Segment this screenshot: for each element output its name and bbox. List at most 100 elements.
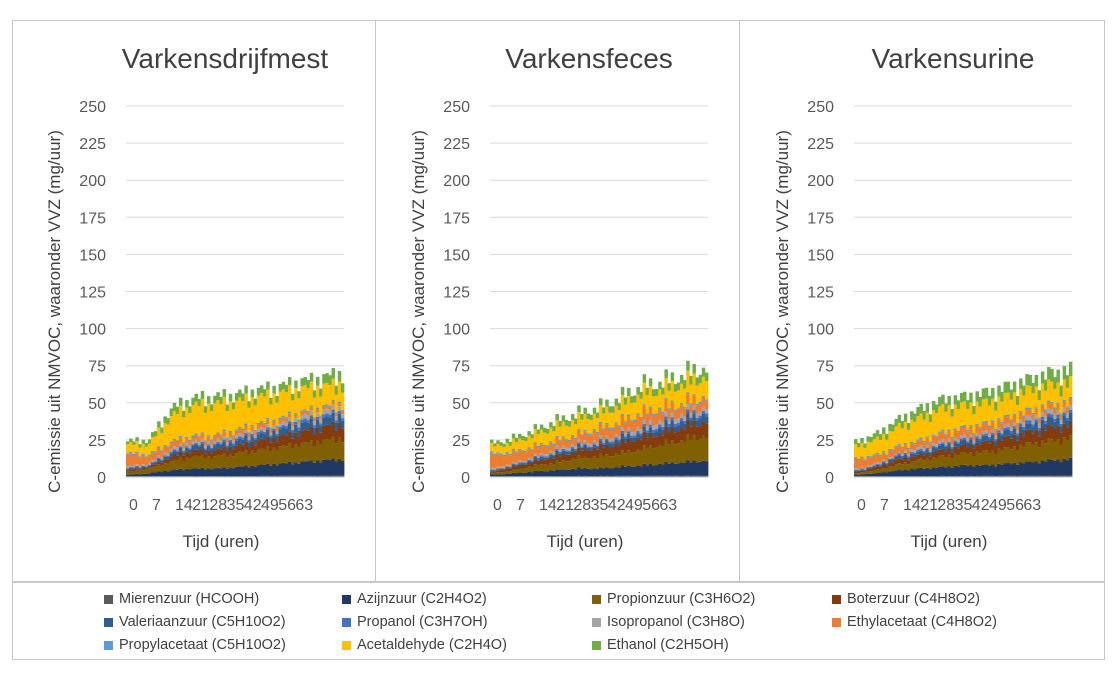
bar-azijnzuur-c2h4o2 bbox=[673, 463, 678, 476]
bar-propanol-c3h7oh bbox=[580, 446, 584, 448]
bar-propylacetaat-c5h10o2 bbox=[642, 404, 647, 406]
bar-boterzuur-c4h8o2 bbox=[661, 435, 665, 447]
bar-acetaldehyde-c2h4o bbox=[605, 406, 609, 423]
bar-acetaldehyde-c2h4o bbox=[885, 439, 889, 455]
bar-valeriaanzuur-c5h10o2 bbox=[639, 435, 643, 440]
bar-azijnzuur-c2h4o2 bbox=[1015, 464, 1020, 476]
bar-propionzuur-c3h6o2 bbox=[938, 455, 942, 467]
bar-isopropanol-c3h8o bbox=[291, 426, 295, 431]
bar-ethanol-c2h5oh bbox=[953, 395, 958, 405]
bar-ethanol-c2h5oh bbox=[331, 368, 336, 379]
bar-azijnzuur-c2h4o2 bbox=[129, 474, 133, 477]
bar-azijnzuur-c2h4o2 bbox=[147, 473, 152, 477]
bar-ethanol-c2h5oh bbox=[676, 382, 681, 391]
bar-propylacetaat-c5h10o2 bbox=[178, 435, 183, 438]
bar-propanol-c3h7oh bbox=[166, 455, 170, 458]
bar-ethylacetaat-c4h8o2 bbox=[266, 419, 270, 425]
bar-propanol-c3h7oh bbox=[701, 410, 706, 414]
y-tick-label: 200 bbox=[443, 173, 470, 190]
bar-ethanol-c2h5oh bbox=[191, 397, 195, 406]
x-tick-label: 7 bbox=[880, 497, 889, 514]
bar-propionzuur-c3h6o2 bbox=[602, 456, 606, 469]
bar-isopropanol-c3h8o bbox=[244, 429, 248, 434]
bar-ethanol-c2h5oh bbox=[857, 442, 861, 448]
bar-isopropanol-c3h8o bbox=[552, 451, 556, 455]
bar-azijnzuur-c2h4o2 bbox=[135, 473, 139, 477]
bar-propanol-c3h7oh bbox=[216, 441, 220, 444]
bar-isopropanol-c3h8o bbox=[673, 419, 678, 424]
bar-acetaldehyde-c2h4o bbox=[670, 380, 675, 401]
legend-swatch bbox=[592, 617, 601, 627]
bar-ethylacetaat-c4h8o2 bbox=[1019, 412, 1023, 420]
bar-isopropanol-c3h8o bbox=[679, 413, 684, 419]
bar-isopropanol-c3h8o bbox=[981, 431, 986, 435]
bar-isopropanol-c3h8o bbox=[577, 438, 581, 443]
bar-propylacetaat-c5h10o2 bbox=[950, 436, 955, 439]
bar-propionzuur-c3h6o2 bbox=[496, 472, 500, 475]
bar-propionzuur-c3h6o2 bbox=[294, 444, 298, 463]
legend-swatch bbox=[104, 640, 113, 650]
bar-ethylacetaat-c4h8o2 bbox=[664, 399, 668, 412]
bar-propylacetaat-c5h10o2 bbox=[670, 400, 675, 403]
bar-azijnzuur-c2h4o2 bbox=[857, 474, 861, 477]
bar-valeriaanzuur-c5h10o2 bbox=[934, 448, 939, 453]
bar-propylacetaat-c5h10o2 bbox=[1040, 404, 1045, 406]
x-tick-label: 21 bbox=[556, 497, 574, 514]
bar-isopropanol-c3h8o bbox=[922, 448, 927, 452]
bar-boterzuur-c4h8o2 bbox=[508, 468, 513, 472]
bar-azijnzuur-c2h4o2 bbox=[878, 473, 883, 477]
bar-mierenzuur-hcooh bbox=[1012, 475, 1017, 477]
bar-ethanol-c2h5oh bbox=[944, 403, 948, 412]
bar-propanol-c3h7oh bbox=[259, 430, 264, 433]
bar-valeriaanzuur-c5h10o2 bbox=[228, 442, 233, 447]
bar-ethylacetaat-c4h8o2 bbox=[655, 414, 659, 425]
bar-ethylacetaat-c4h8o2 bbox=[138, 457, 142, 467]
bar-ethylacetaat-c4h8o2 bbox=[244, 425, 248, 430]
bar-isopropanol-c3h8o bbox=[592, 440, 597, 444]
bar-propanol-c3h7oh bbox=[897, 453, 902, 456]
bar-propylacetaat-c5h10o2 bbox=[150, 451, 155, 453]
bar-propylacetaat-c5h10o2 bbox=[891, 449, 895, 451]
bar-mierenzuur-hcooh bbox=[287, 475, 292, 477]
bar-valeriaanzuur-c5h10o2 bbox=[903, 454, 908, 458]
bar-acetaldehyde-c2h4o bbox=[126, 444, 130, 454]
legend-label: Azijnzuur (C2H4O2) bbox=[357, 591, 487, 607]
bar-azijnzuur-c2h4o2 bbox=[679, 462, 684, 476]
bar-azijnzuur-c2h4o2 bbox=[863, 474, 867, 477]
bar-valeriaanzuur-c5h10o2 bbox=[941, 443, 945, 449]
bar-isopropanol-c3h8o bbox=[278, 423, 283, 427]
bar-ethylacetaat-c4h8o2 bbox=[564, 440, 569, 448]
bar-valeriaanzuur-c5h10o2 bbox=[567, 452, 572, 455]
bar-mierenzuur-hcooh bbox=[651, 475, 656, 477]
bar-acetaldehyde-c2h4o bbox=[922, 419, 927, 441]
bar-azijnzuur-c2h4o2 bbox=[574, 469, 578, 477]
bar-ethylacetaat-c4h8o2 bbox=[182, 443, 186, 449]
bar-azijnzuur-c2h4o2 bbox=[683, 462, 687, 476]
bar-mierenzuur-hcooh bbox=[981, 475, 986, 477]
bar-valeriaanzuur-c5h10o2 bbox=[150, 463, 155, 465]
bar-acetaldehyde-c2h4o bbox=[244, 393, 248, 424]
bar-azijnzuur-c2h4o2 bbox=[225, 468, 230, 477]
chart-title: Varkensurine bbox=[872, 43, 1035, 74]
bar-boterzuur-c4h8o2 bbox=[1040, 427, 1045, 441]
bar-propylacetaat-c5h10o2 bbox=[546, 445, 550, 447]
bar-propionzuur-c3h6o2 bbox=[580, 458, 584, 469]
bar-propionzuur-c3h6o2 bbox=[925, 457, 930, 468]
bar-ethanol-c2h5oh bbox=[645, 387, 650, 396]
bar-acetaldehyde-c2h4o bbox=[169, 416, 174, 442]
bar-azijnzuur-c2h4o2 bbox=[312, 462, 317, 476]
bar-propionzuur-c3h6o2 bbox=[595, 458, 600, 470]
bar-azijnzuur-c2h4o2 bbox=[648, 463, 653, 476]
bar-acetaldehyde-c2h4o bbox=[695, 385, 700, 404]
bar-acetaldehyde-c2h4o bbox=[888, 430, 892, 449]
bar-azijnzuur-c2h4o2 bbox=[259, 464, 264, 476]
bar-boterzuur-c4h8o2 bbox=[505, 468, 510, 471]
bar-boterzuur-c4h8o2 bbox=[617, 445, 622, 456]
legend-item-ethylacetaat-c4h8o2: Ethylacetaat (C4H8O2) bbox=[832, 612, 997, 632]
x-tick-label: 28 bbox=[573, 497, 591, 514]
bar-boterzuur-c4h8o2 bbox=[281, 434, 286, 446]
bar-propylacetaat-c5h10o2 bbox=[981, 421, 986, 424]
bar-acetaldehyde-c2h4o bbox=[203, 412, 208, 441]
bar-ethylacetaat-c4h8o2 bbox=[642, 405, 647, 419]
bar-valeriaanzuur-c5h10o2 bbox=[919, 450, 923, 454]
